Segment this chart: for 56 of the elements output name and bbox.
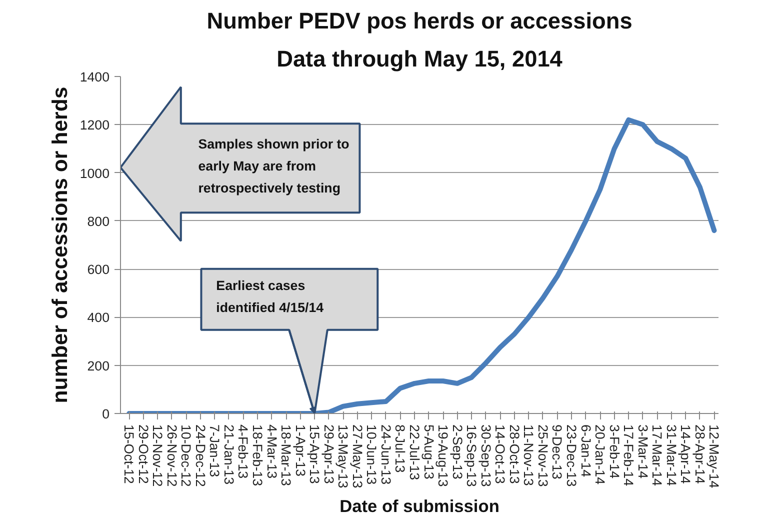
x-axis-title: Date of submission (340, 496, 500, 516)
x-tick-label: 6-Jan-14 (578, 424, 594, 478)
annotation: Earliest cases identified 4/15/14 (216, 278, 324, 315)
x-tick-label: 3-Feb-14 (606, 424, 622, 480)
x-tick-label: 10-Dec-12 (178, 424, 194, 487)
x-tick-label: 19-Aug-13 (436, 424, 451, 487)
x-tick-label: 28-Apr-14 (692, 424, 708, 484)
x-tick-label: 12-May-14 (706, 424, 722, 489)
x-tick-label: 16-Sep-13 (464, 424, 480, 487)
x-tick-label: 30-Sep-13 (478, 424, 494, 487)
chart-title: Number PEDV pos herds or accessions (206, 8, 632, 34)
x-tick-label: 24-Jun-13 (378, 424, 394, 485)
x-tick-label: 26-Nov-12 (164, 424, 180, 487)
x-tick-label: 13-May-13 (336, 424, 351, 488)
x-tick-label: 15-Oct-12 (122, 424, 137, 484)
y-axis-title: number of accessions or herds (48, 86, 72, 404)
x-tick-label: 10-Jun-13 (364, 424, 380, 485)
y-tick-label: 1400 (80, 70, 110, 84)
x-tick-label: 20-Jan-14 (592, 424, 608, 486)
x-tick-label: 27-May-13 (350, 424, 365, 488)
x-tick-label: 4-Feb-13 (236, 424, 251, 479)
x-tick-label: 23-Dec-13 (564, 424, 579, 487)
x-tick-label: 9-Dec-13 (550, 424, 565, 480)
x-tick-label: 3-Mar-14 (635, 424, 650, 480)
x-tick-label: 4-Mar-13 (264, 424, 280, 479)
x-tick-label: 17-Mar-14 (650, 424, 665, 487)
x-tick-label: 17-Feb-14 (621, 424, 636, 487)
y-tick-label: 1200 (80, 118, 110, 133)
x-tick-label: 1-Apr-13 (292, 424, 308, 476)
y-tick-label: 600 (87, 262, 110, 278)
x-tick-label: 5-Aug-13 (421, 424, 436, 480)
x-tick-label: 2-Sep-13 (450, 424, 465, 480)
x-tick-label: 11-Nov-13 (521, 424, 536, 486)
x-tick-label: 25-Nov-13 (535, 424, 550, 487)
x-tick-label: 18-Feb-13 (250, 424, 266, 486)
x-tick-label: 18-Mar-13 (278, 424, 294, 486)
y-tick-label: 800 (87, 214, 110, 229)
x-tick-label: 21-Jan-13 (221, 424, 236, 485)
x-tick-label: 15-Apr-13 (307, 424, 322, 484)
x-tick-label: 24-Dec-12 (192, 424, 208, 487)
x-tick-label: 14-Oct-13 (492, 424, 508, 484)
x-tick-label: 29-Apr-13 (321, 424, 336, 484)
x-tick-label: 29-Oct-12 (136, 424, 151, 484)
x-tick-label: 28-Oct-13 (506, 424, 522, 484)
x-tick-label: 12-Nov-12 (150, 424, 166, 487)
x-tick-label: 31-Mar-14 (664, 424, 679, 487)
x-tick-label: 14-Apr-14 (678, 424, 694, 484)
y-tick-label: 400 (87, 310, 110, 326)
y-tick-label: 0 (102, 406, 110, 422)
annotation: Samples shown prior to early May are from retrospectively testing (198, 136, 350, 196)
y-tick-label: 200 (87, 358, 110, 374)
x-tick-label: 22-Jul-13 (407, 424, 422, 480)
chart-subtitle: Data through May 15, 2014 (276, 46, 563, 72)
y-tick-label: 1000 (80, 166, 110, 181)
x-tick-label: 8-Jul-13 (392, 424, 408, 473)
x-tick-label: 7-Jan-13 (207, 424, 222, 478)
